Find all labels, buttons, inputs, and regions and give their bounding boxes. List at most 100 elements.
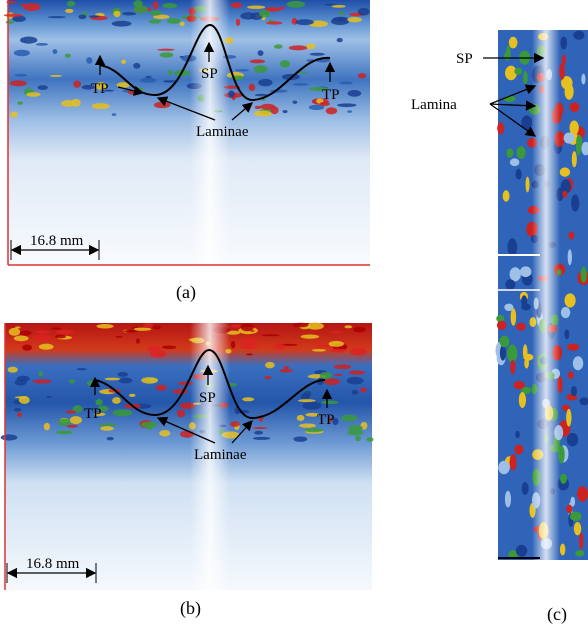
speckle	[240, 338, 258, 345]
speckle	[100, 426, 113, 431]
speckle	[115, 336, 122, 338]
speckle	[133, 63, 140, 69]
speckle	[329, 341, 344, 347]
speckle	[280, 6, 284, 9]
speckle	[506, 148, 513, 158]
speckle	[337, 38, 343, 42]
speckle	[500, 345, 506, 361]
speckle	[10, 80, 27, 86]
speckle	[581, 74, 585, 85]
speckle	[516, 545, 527, 557]
panel-b: TP SP TP Laminae 16.8 mm (b)	[1, 322, 374, 619]
speckle	[46, 396, 51, 398]
speckle	[358, 8, 370, 16]
speckle	[570, 511, 582, 521]
ultrasound-image	[8, 0, 370, 265]
speckle	[560, 544, 565, 556]
speckle	[160, 52, 174, 57]
speckle	[122, 12, 136, 15]
speckle	[326, 107, 337, 114]
speckle	[58, 418, 70, 426]
speckle	[298, 399, 316, 402]
speckle	[304, 428, 323, 432]
speckle	[4, 14, 23, 17]
speckle	[499, 336, 509, 347]
speckle	[146, 425, 153, 429]
speckle	[510, 454, 517, 470]
lamina-label: Lamina	[411, 97, 457, 113]
speckle	[360, 388, 367, 393]
speckle	[297, 415, 305, 421]
speckle	[349, 370, 366, 374]
speckle	[133, 0, 142, 7]
speckle	[571, 386, 577, 396]
speckle	[44, 423, 50, 430]
speckle	[36, 43, 48, 46]
speckle	[332, 5, 346, 8]
speckle	[566, 505, 572, 514]
speckle	[38, 85, 48, 90]
speckle	[264, 376, 271, 379]
speckle	[561, 307, 570, 318]
speckle	[571, 194, 579, 211]
speckle	[1, 434, 18, 440]
speckle	[341, 415, 357, 422]
speckle	[348, 90, 362, 97]
speckle	[301, 334, 320, 338]
speckle	[352, 390, 359, 395]
speckle	[177, 410, 185, 418]
speckle	[350, 348, 367, 356]
speckle	[26, 92, 40, 97]
speckle	[503, 190, 510, 202]
speckle	[524, 357, 529, 368]
speckle	[23, 3, 40, 11]
speckle	[353, 327, 365, 333]
speckle	[330, 349, 346, 353]
speckle	[314, 339, 318, 343]
speckle	[324, 378, 340, 385]
speckle	[250, 59, 265, 63]
speckle	[306, 44, 315, 50]
speckle	[179, 22, 184, 26]
speckle	[105, 378, 121, 381]
speckle	[14, 408, 22, 412]
speckle	[283, 366, 289, 369]
speckle	[163, 3, 178, 8]
speckle	[14, 50, 30, 57]
speckle	[560, 36, 567, 49]
speckle	[150, 350, 167, 358]
speckle	[366, 437, 373, 442]
speckle	[112, 21, 132, 27]
speckle	[255, 106, 262, 109]
speckle	[523, 71, 528, 85]
speckle	[113, 11, 120, 17]
speckle	[141, 377, 158, 384]
speckle	[573, 356, 583, 370]
speckle	[266, 21, 283, 24]
speckle	[274, 44, 283, 48]
speckle	[258, 50, 264, 56]
speckle	[299, 423, 316, 427]
speckle	[53, 49, 58, 54]
speckle	[136, 338, 140, 343]
speckle	[22, 345, 32, 351]
speckle	[274, 344, 286, 350]
speckle	[348, 425, 363, 431]
speckle	[71, 99, 80, 107]
speckle	[293, 100, 298, 103]
speckle	[570, 102, 580, 112]
speckle	[577, 486, 588, 502]
speckle	[330, 331, 344, 333]
speckle	[152, 325, 161, 329]
speckle	[519, 392, 526, 408]
speckle	[162, 346, 176, 350]
speckle	[334, 364, 352, 369]
speckle	[333, 17, 349, 22]
figure: TP SP TP Laminae 16.8 mm (a) TP SP TP La…	[0, 0, 588, 630]
speckle	[562, 191, 567, 198]
panel-c: SP Lamina (c)	[411, 30, 588, 625]
speckle	[70, 416, 82, 424]
speckle	[235, 69, 249, 71]
speckle	[118, 372, 128, 377]
speckle	[570, 497, 575, 507]
